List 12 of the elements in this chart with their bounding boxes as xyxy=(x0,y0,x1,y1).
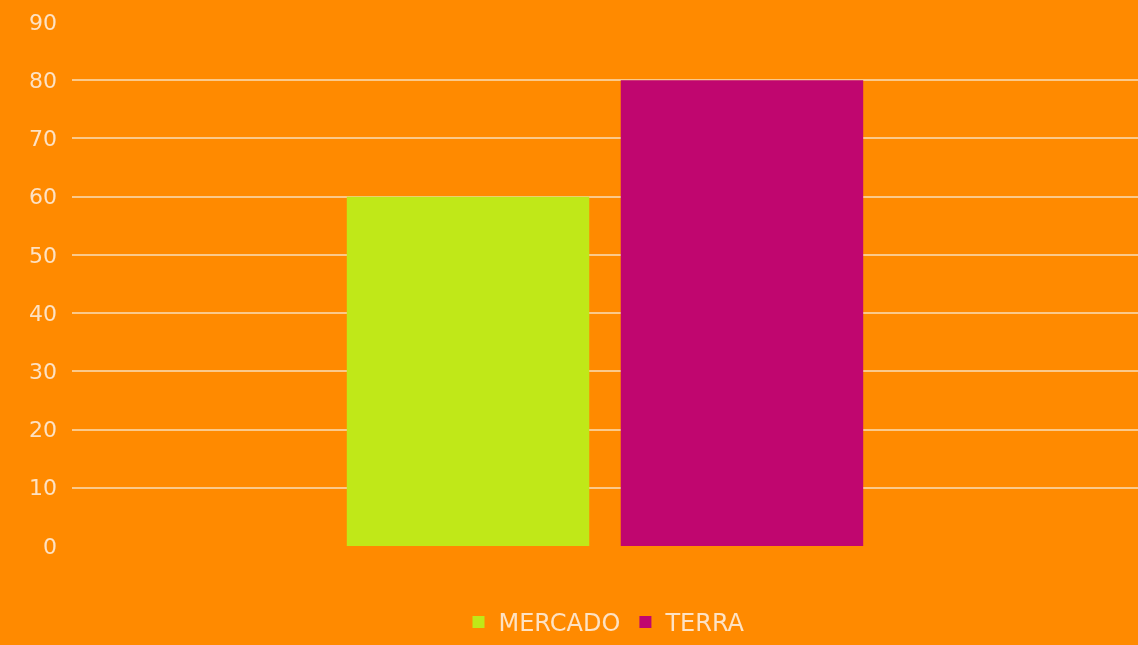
y-tick-label: 0 xyxy=(43,533,57,559)
y-tick-label: 50 xyxy=(29,242,57,268)
legend-label: MERCADO xyxy=(498,609,621,638)
y-tick-label: 90 xyxy=(29,9,57,35)
y-tick-label: 30 xyxy=(29,359,57,385)
y-tick-label: 40 xyxy=(29,300,57,326)
y-tick-label: 20 xyxy=(29,417,57,443)
y-tick-label: 10 xyxy=(29,475,57,501)
y-tick-label: 70 xyxy=(29,126,57,152)
y-tick-label: 80 xyxy=(29,67,57,93)
legend-label: TERRA xyxy=(664,609,745,638)
y-tick-label: 60 xyxy=(29,184,57,210)
